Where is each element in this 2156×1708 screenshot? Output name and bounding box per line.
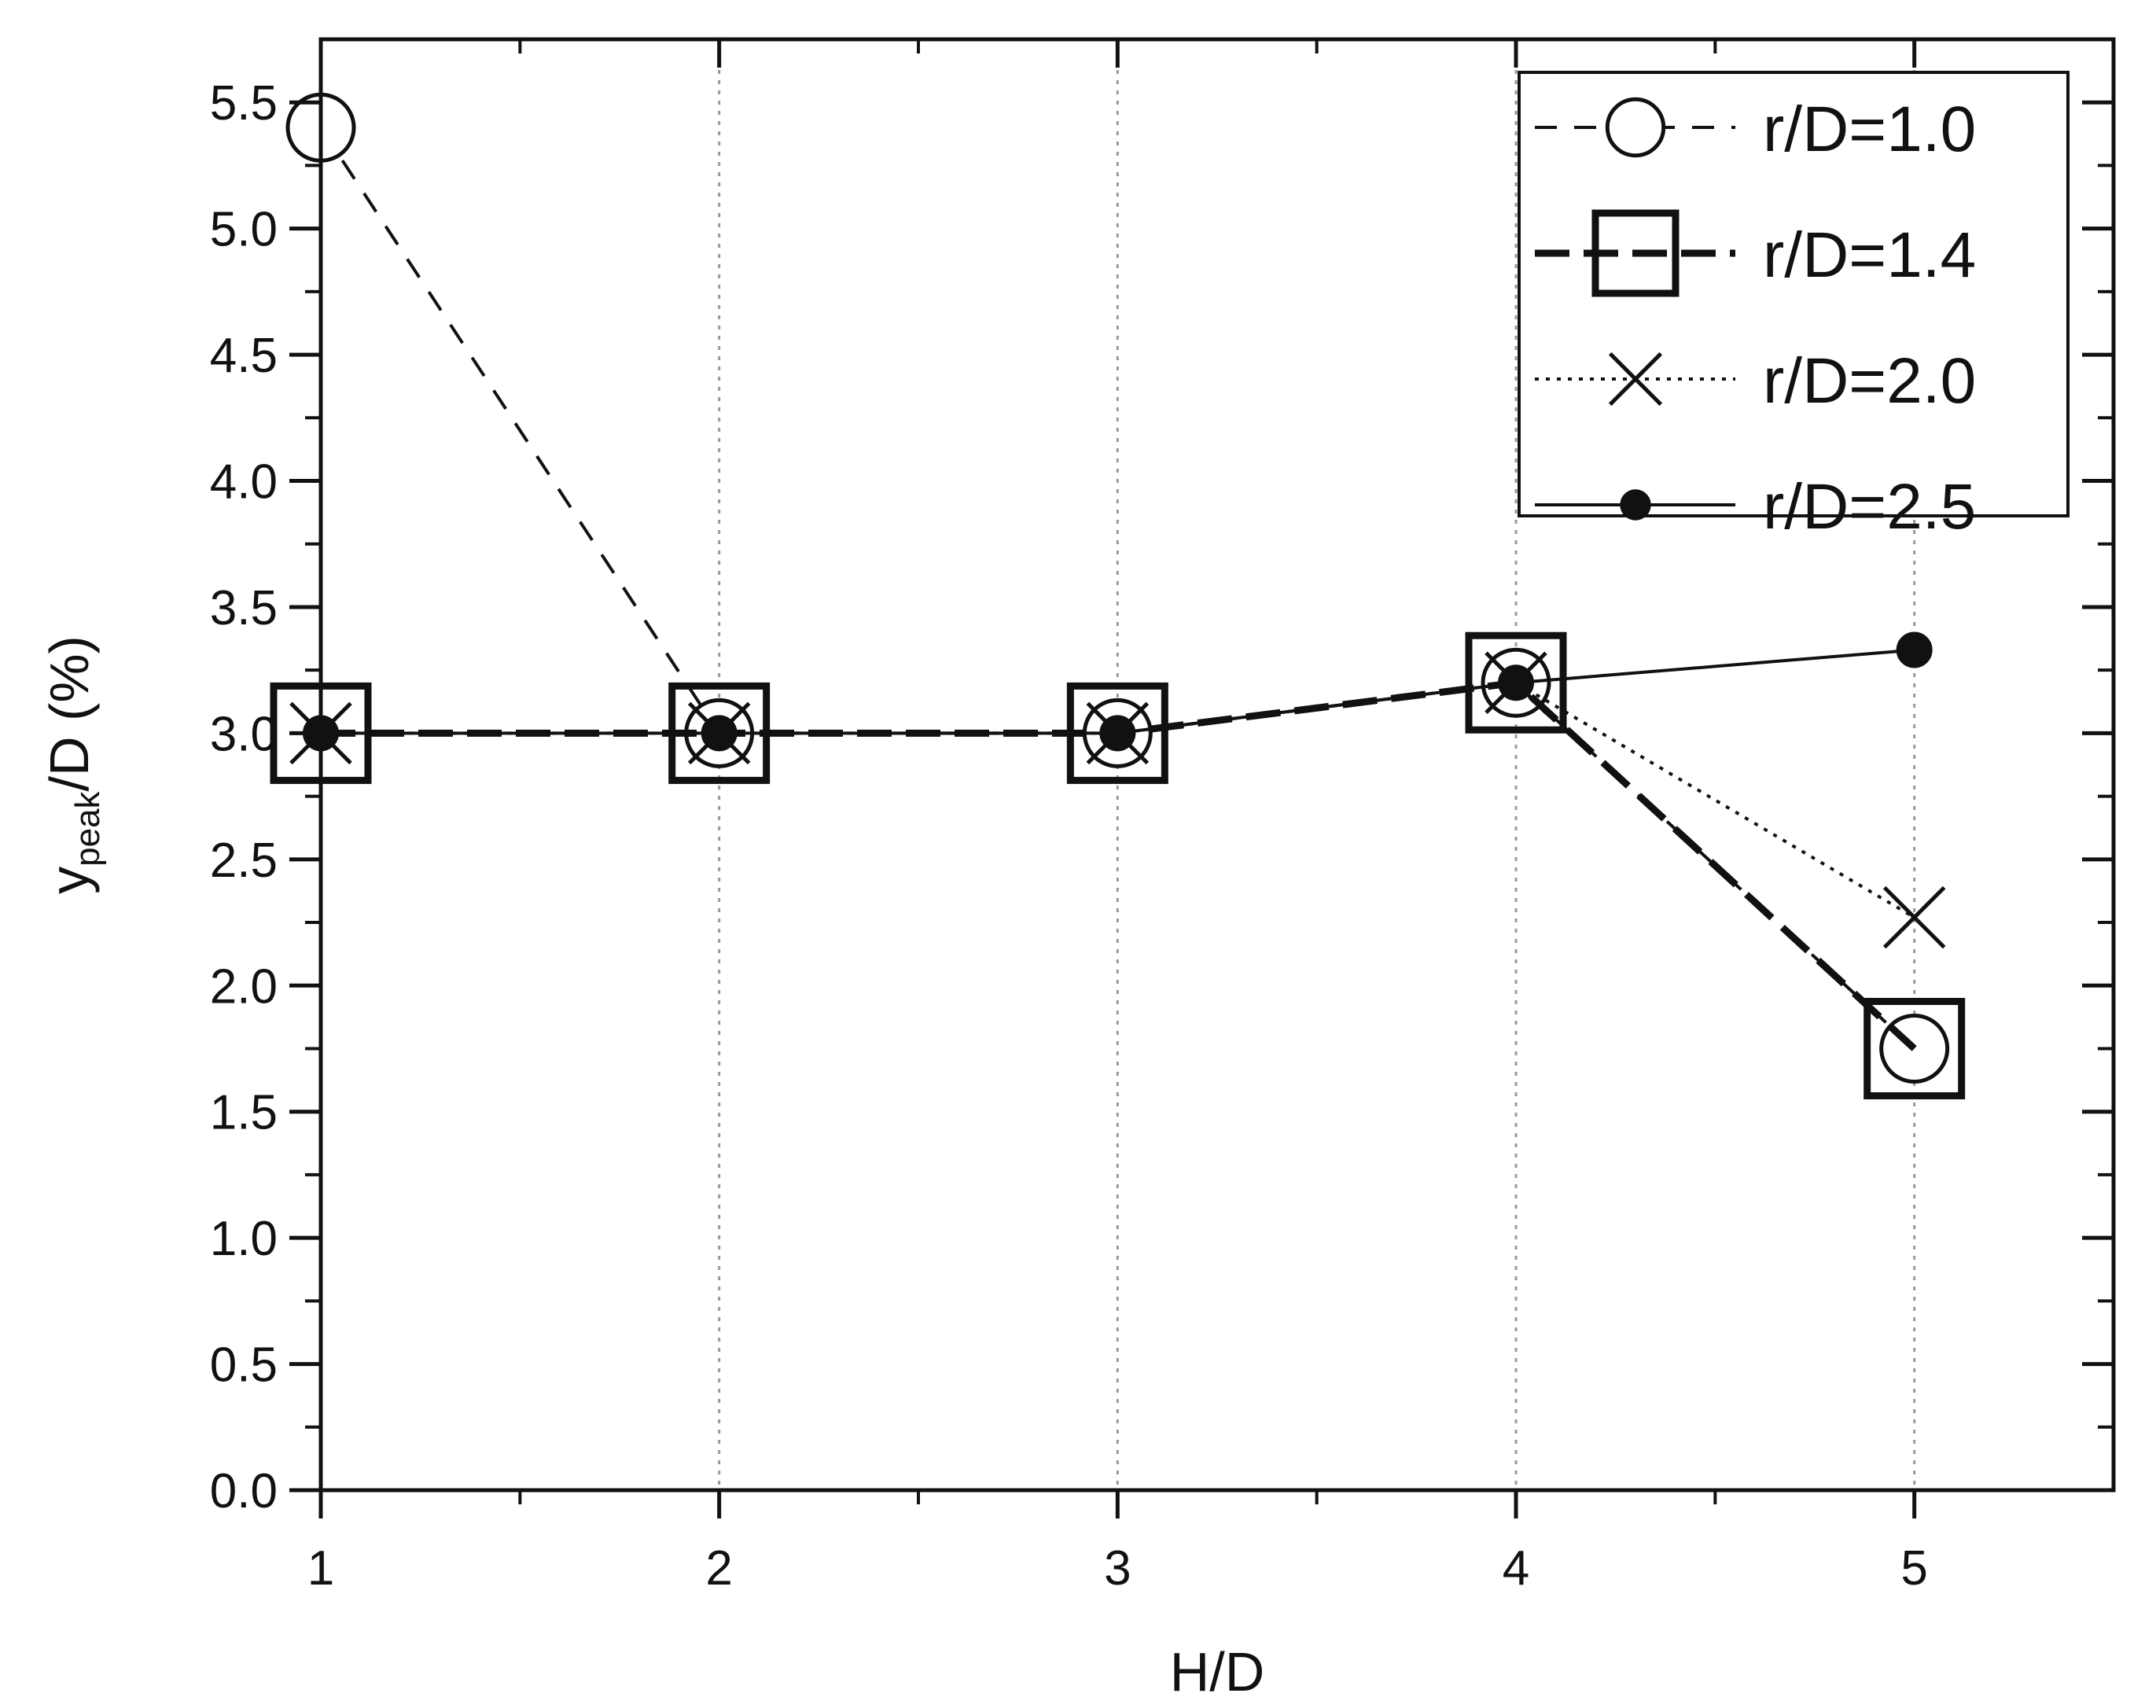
legend-label-r/D=1.0: r/D=1.0 (1763, 94, 1976, 165)
legend-swatch-marker-r/D=1.0 (1605, 97, 1666, 158)
y-tick-label-1.5: 1.5 (210, 1086, 278, 1140)
x-tick-label-1: 1 (307, 1541, 334, 1596)
y-axis-title-main: y (39, 867, 100, 894)
y-tick-labels: 0.0 0.5 1.0 1.5 2.0 2.5 3.0 3.5 4.0 4.5 5.0 5.5 (210, 76, 278, 1518)
data-point-r/D=1.4-x4 (1465, 631, 1567, 734)
legend: r/D=1.0 r/D=1.4 r/D=2.0 r/D=2.5 (1518, 71, 2070, 543)
legend-item-r/D=2.5: r/D=2.5 (1535, 471, 1976, 543)
x-axis-title: H/D (1170, 1641, 1265, 1702)
x-tick-labels: 1 2 3 4 5 (307, 1541, 1928, 1596)
series-group (270, 92, 1966, 1099)
legend-swatch-marker-r/D=1.4 (1591, 209, 1680, 297)
data-point-r/D=2.0-x5-stroke-b (1882, 885, 1946, 949)
x-tick-label-5: 5 (1900, 1541, 1927, 1596)
data-point-r/D=2.5-x5 (1896, 631, 1933, 668)
series-r/D=2.5 (303, 631, 1933, 752)
legend-label-r/D=2.5: r/D=2.5 (1763, 471, 1976, 543)
y-tick-label-4.5: 4.5 (210, 329, 278, 383)
legend-item-r/D=1.0: r/D=1.0 (1535, 94, 1976, 165)
legend-label-r/D=2.0: r/D=2.0 (1763, 345, 1976, 417)
data-point-r/D=2.0-x5 (1882, 885, 1946, 949)
y-tick-label-5.5: 5.5 (210, 76, 278, 131)
legend-swatch-marker-r/D=2.0-stroke-b (1608, 352, 1663, 407)
legend-item-r/D=2.0: r/D=2.0 (1535, 345, 1976, 417)
x-tick-label-3: 3 (1104, 1541, 1131, 1596)
x-tick-label-4: 4 (1503, 1541, 1529, 1596)
y-tick-label-3.5: 3.5 (210, 581, 278, 635)
y-tick-label-0.0: 0.0 (210, 1464, 278, 1518)
y-tick-label-4.0: 4.0 (210, 455, 278, 510)
y-tick-label-0.5: 0.5 (210, 1338, 278, 1393)
y-tick-label-5.0: 5.0 (210, 203, 278, 257)
y-axis-title-rest: /D (%) (39, 635, 100, 791)
axis-ticks (289, 39, 2114, 1518)
data-point-r/D=1.4-x5 (1864, 997, 1966, 1099)
y-tick-label-1.0: 1.0 (210, 1212, 278, 1266)
data-point-r/D=2.5-x4 (1498, 664, 1534, 701)
legend-label-r/D=1.4: r/D=1.4 (1763, 219, 1976, 291)
legend-item-r/D=1.4: r/D=1.4 (1535, 209, 1976, 297)
plot-area-frame (318, 37, 2116, 1493)
y-tick-label-3.0: 3.0 (210, 707, 278, 761)
legend-swatch-marker-r/D=2.5 (1620, 489, 1651, 521)
x-tick-label-2: 2 (705, 1541, 732, 1596)
grid-lines (718, 39, 1916, 1490)
y-tick-label-2.5: 2.5 (210, 834, 278, 888)
y-axis-title-subscript: peak (68, 790, 107, 866)
data-point-r/D=2.5-x2 (701, 715, 738, 752)
y-axis-title: ypeak/D (%) (39, 635, 107, 894)
legend-swatch-marker-r/D=2.0 (1608, 352, 1663, 407)
data-point-r/D=2.5-x3 (1099, 715, 1136, 752)
y-tick-label-2.0: 2.0 (210, 959, 278, 1014)
